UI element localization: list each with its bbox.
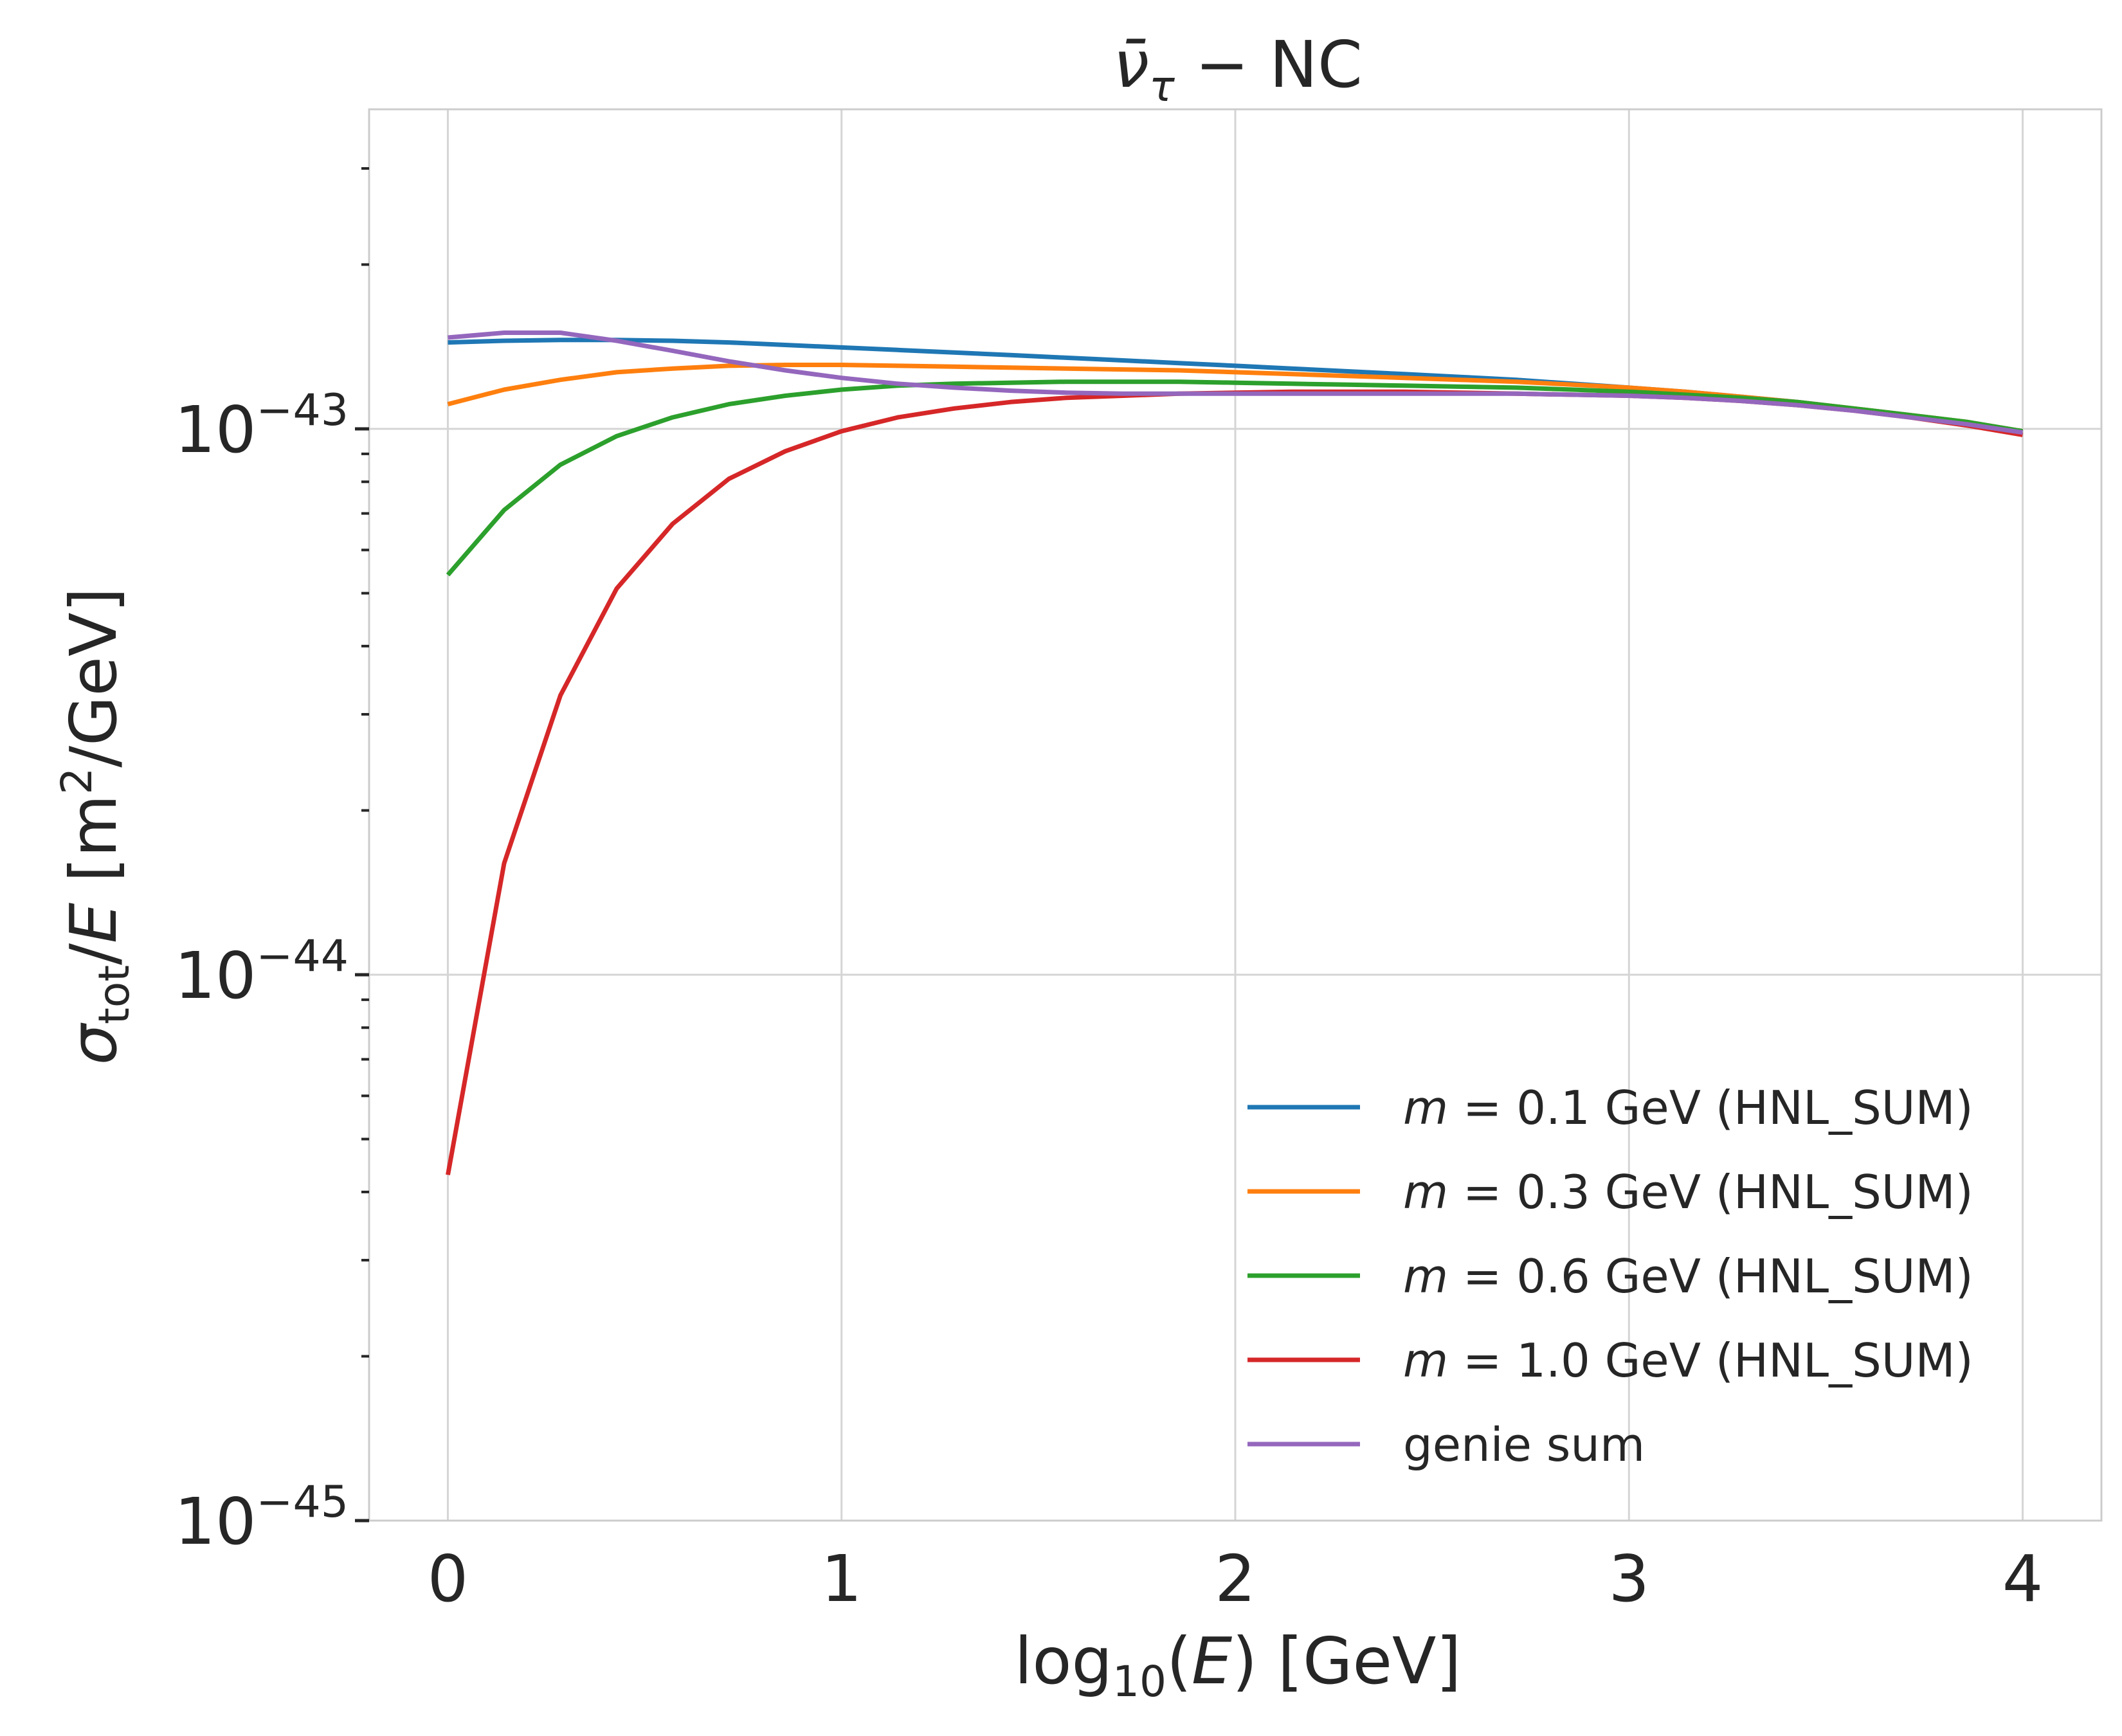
series-line-4 [448,330,2024,435]
legend-item: m = 0.1 GeV (HNL_SUM) [1247,1081,1973,1135]
x-tick-label: 1 [821,1541,862,1616]
x-tick-label: 3 [1608,1541,1649,1616]
x-tick-label: 4 [2002,1541,2044,1616]
legend-label-m0.1: m = 0.1 GeV (HNL_SUM) [1403,1081,1973,1135]
x-tick-label: 2 [1215,1541,1256,1616]
x-tick-label: 0 [428,1541,469,1616]
legend-item: m = 1.0 GeV (HNL_SUM) [1247,1334,1973,1388]
y-major-ticks [355,427,369,1523]
y-tick-label: 10−43 [174,385,349,467]
legend-label-genie: genie sum [1403,1418,1645,1472]
chart-title: ν̄τ − NC [1113,27,1363,111]
y-tick-label: 10−44 [174,931,349,1013]
y-tick-label: 10−45 [174,1477,349,1559]
x-axis-label: log10(E) [GeV] [1015,1623,1462,1706]
y-minor-ticks [361,167,369,1358]
plot-frame [368,108,2103,1522]
y-axis-label: σtot/E [m2/GeV] [52,588,139,1065]
y-tick-labels: 10−45 10−44 10−43 [174,385,349,1559]
legend: m = 0.1 GeV (HNL_SUM) m = 0.3 GeV (HNL_S… [1247,1081,1973,1472]
legend-item: genie sum [1247,1418,1645,1472]
series-group [446,330,2024,1175]
legend-label-m0.3: m = 0.3 GeV (HNL_SUM) [1403,1165,1973,1219]
legend-label-m1.0: m = 1.0 GeV (HNL_SUM) [1403,1334,1973,1388]
legend-label-m0.6: m = 0.6 GeV (HNL_SUM) [1403,1249,1973,1303]
legend-item: m = 0.6 GeV (HNL_SUM) [1247,1249,1973,1303]
legend-item: m = 0.3 GeV (HNL_SUM) [1247,1165,1973,1219]
series-line-2 [446,379,2024,577]
x-tick-labels: 0 1 2 3 4 [428,1541,2044,1616]
